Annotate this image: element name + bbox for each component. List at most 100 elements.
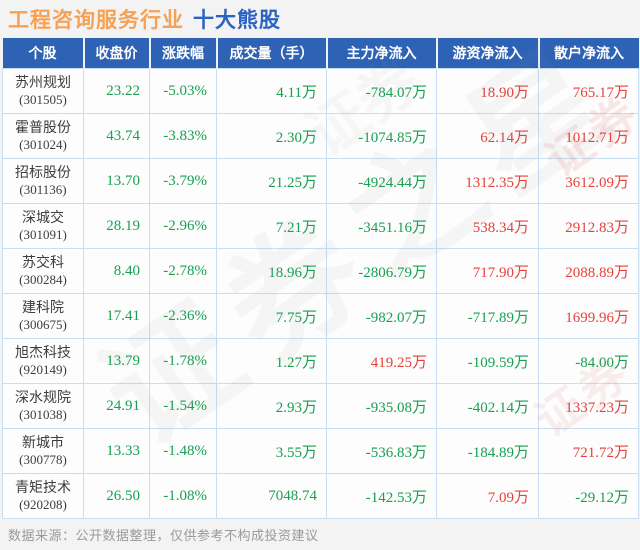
retail-inflow-cell: 1337.23万 xyxy=(538,383,639,429)
close-price-cell: 28.19 xyxy=(83,203,150,249)
stock-name: 招标股份 xyxy=(15,164,71,181)
volume-cell: 7.75万 xyxy=(216,293,327,339)
col-header-stock: 个股 xyxy=(2,38,84,69)
main-inflow-cell: -4924.44万 xyxy=(326,158,437,204)
stock-code: (301505) xyxy=(19,91,67,107)
hotmoney-inflow-cell: 538.34万 xyxy=(436,203,539,249)
close-price-cell: 24.91 xyxy=(83,383,150,429)
retail-inflow-cell: 1012.71万 xyxy=(538,113,639,159)
stock-name: 深水规院 xyxy=(15,389,71,406)
stock-cell: 新城市 (300778) xyxy=(2,428,84,474)
table-row: 深水规院 (301038) 24.91 -1.54% 2.93万 -935.08万 -402… xyxy=(2,383,639,429)
table-row: 旭杰科技 (920149) 13.79 -1.78% 1.27万 419.25万 -109.… xyxy=(2,338,639,384)
change-pct-cell: -1.08% xyxy=(149,473,217,519)
stock-code: (301038) xyxy=(19,406,67,422)
stock-code: (300284) xyxy=(19,271,67,287)
stock-name: 苏州规划 xyxy=(15,74,71,91)
stock-cell: 苏交科 (300284) xyxy=(2,248,84,294)
hotmoney-inflow-cell: 717.90万 xyxy=(436,248,539,294)
main-inflow-cell: -982.07万 xyxy=(326,293,437,339)
col-header-hotmoney-inflow: 游资净流入 xyxy=(435,38,539,69)
hotmoney-inflow-cell: -184.89万 xyxy=(436,428,539,474)
main-inflow-cell: -935.08万 xyxy=(326,383,437,429)
stock-cell: 青矩技术 (920208) xyxy=(2,473,84,519)
page-title: 工程咨询服务行业 十大熊股 xyxy=(8,4,281,34)
volume-cell: 3.55万 xyxy=(216,428,327,474)
close-price-cell: 13.70 xyxy=(83,158,150,204)
retail-inflow-cell: 1699.96万 xyxy=(538,293,639,339)
main-inflow-cell: -784.07万 xyxy=(326,68,437,114)
stock-code: (301136) xyxy=(19,181,67,197)
volume-cell: 7048.74 xyxy=(216,473,327,519)
hotmoney-inflow-cell: 18.90万 xyxy=(436,68,539,114)
volume-cell: 2.30万 xyxy=(216,113,327,159)
stock-name: 霍普股份 xyxy=(15,119,71,136)
change-pct-cell: -5.03% xyxy=(149,68,217,114)
stock-name: 新城市 xyxy=(22,434,64,451)
main-inflow-cell: -3451.16万 xyxy=(326,203,437,249)
table-row: 苏州规划 (301505) 23.22 -5.03% 4.11万 -784.07万 18.9… xyxy=(2,68,639,114)
stock-code: (300675) xyxy=(19,316,67,332)
change-pct-cell: -1.48% xyxy=(149,428,217,474)
data-source-note: 数据来源：公开数据整理，仅供参考不构成投资建议 xyxy=(8,528,319,543)
stock-cell: 深城交 (301091) xyxy=(2,203,84,249)
retail-inflow-cell: 3612.09万 xyxy=(538,158,639,204)
bear-stocks-table: 个股 收盘价 涨跌幅 成交量（手） 主力净流入 游资净流入 散户净流入 苏州规划… xyxy=(2,38,639,519)
volume-cell: 7.21万 xyxy=(216,203,327,249)
table-row: 建科院 (300675) 17.41 -2.36% 7.75万 -982.07万 -717.… xyxy=(2,293,639,339)
table-row: 霍普股份 (301024) 43.74 -3.83% 2.30万 -1074.85万 62.… xyxy=(2,113,639,159)
close-price-cell: 23.22 xyxy=(83,68,150,114)
main-inflow-cell: -1074.85万 xyxy=(326,113,437,159)
col-header-close: 收盘价 xyxy=(82,38,150,69)
retail-inflow-cell: 765.17万 xyxy=(538,68,639,114)
hotmoney-inflow-cell: -717.89万 xyxy=(436,293,539,339)
stock-name: 青矩技术 xyxy=(15,479,71,496)
stock-name: 旭杰科技 xyxy=(15,344,71,361)
table-row: 苏交科 (300284) 8.40 -2.78% 18.96万 -2806.79万 717.… xyxy=(2,248,639,294)
main-inflow-cell: -142.53万 xyxy=(326,473,437,519)
stock-name: 深城交 xyxy=(22,209,64,226)
stock-cell: 霍普股份 (301024) xyxy=(2,113,84,159)
hotmoney-inflow-cell: -109.59万 xyxy=(436,338,539,384)
volume-cell: 4.11万 xyxy=(216,68,327,114)
hotmoney-inflow-cell: 62.14万 xyxy=(436,113,539,159)
col-header-retail-inflow: 散户净流入 xyxy=(537,38,639,69)
close-price-cell: 8.40 xyxy=(83,248,150,294)
close-price-cell: 43.74 xyxy=(83,113,150,159)
retail-inflow-cell: -84.00万 xyxy=(538,338,639,384)
retail-inflow-cell: 2088.89万 xyxy=(538,248,639,294)
stock-cell: 建科院 (300675) xyxy=(2,293,84,339)
close-price-cell: 26.50 xyxy=(83,473,150,519)
hotmoney-inflow-cell: 1312.35万 xyxy=(436,158,539,204)
stock-code: (301091) xyxy=(19,226,67,242)
change-pct-cell: -2.96% xyxy=(149,203,217,249)
close-price-cell: 17.41 xyxy=(83,293,150,339)
stock-code: (301024) xyxy=(19,136,67,152)
stock-code: (920149) xyxy=(19,361,67,377)
col-header-change: 涨跌幅 xyxy=(148,38,217,69)
change-pct-cell: -3.83% xyxy=(149,113,217,159)
main-inflow-cell: 419.25万 xyxy=(326,338,437,384)
main-inflow-cell: -536.83万 xyxy=(326,428,437,474)
col-header-main-inflow: 主力净流入 xyxy=(325,38,437,69)
volume-cell: 2.93万 xyxy=(216,383,327,429)
table-row: 招标股份 (301136) 13.70 -3.79% 21.25万 -4924.44万 13… xyxy=(2,158,639,204)
retail-inflow-cell: 2912.83万 xyxy=(538,203,639,249)
col-header-volume: 成交量（手） xyxy=(215,38,327,69)
change-pct-cell: -1.54% xyxy=(149,383,217,429)
retail-inflow-cell: 721.72万 xyxy=(538,428,639,474)
stock-name: 苏交科 xyxy=(22,254,64,271)
stock-cell: 招标股份 (301136) xyxy=(2,158,84,204)
retail-inflow-cell: -29.12万 xyxy=(538,473,639,519)
stock-cell: 旭杰科技 (920149) xyxy=(2,338,84,384)
table-row: 新城市 (300778) 13.33 -1.48% 3.55万 -536.83万 -184.… xyxy=(2,428,639,474)
volume-cell: 21.25万 xyxy=(216,158,327,204)
table-body: 苏州规划 (301505) 23.22 -5.03% 4.11万 -784.07万 18.9… xyxy=(2,68,639,519)
change-pct-cell: -2.78% xyxy=(149,248,217,294)
title-suffix: 十大熊股 xyxy=(193,9,281,32)
stock-name: 建科院 xyxy=(22,299,64,316)
close-price-cell: 13.79 xyxy=(83,338,150,384)
stock-cell: 深水规院 (301038) xyxy=(2,383,84,429)
stock-code: (300778) xyxy=(19,451,67,467)
